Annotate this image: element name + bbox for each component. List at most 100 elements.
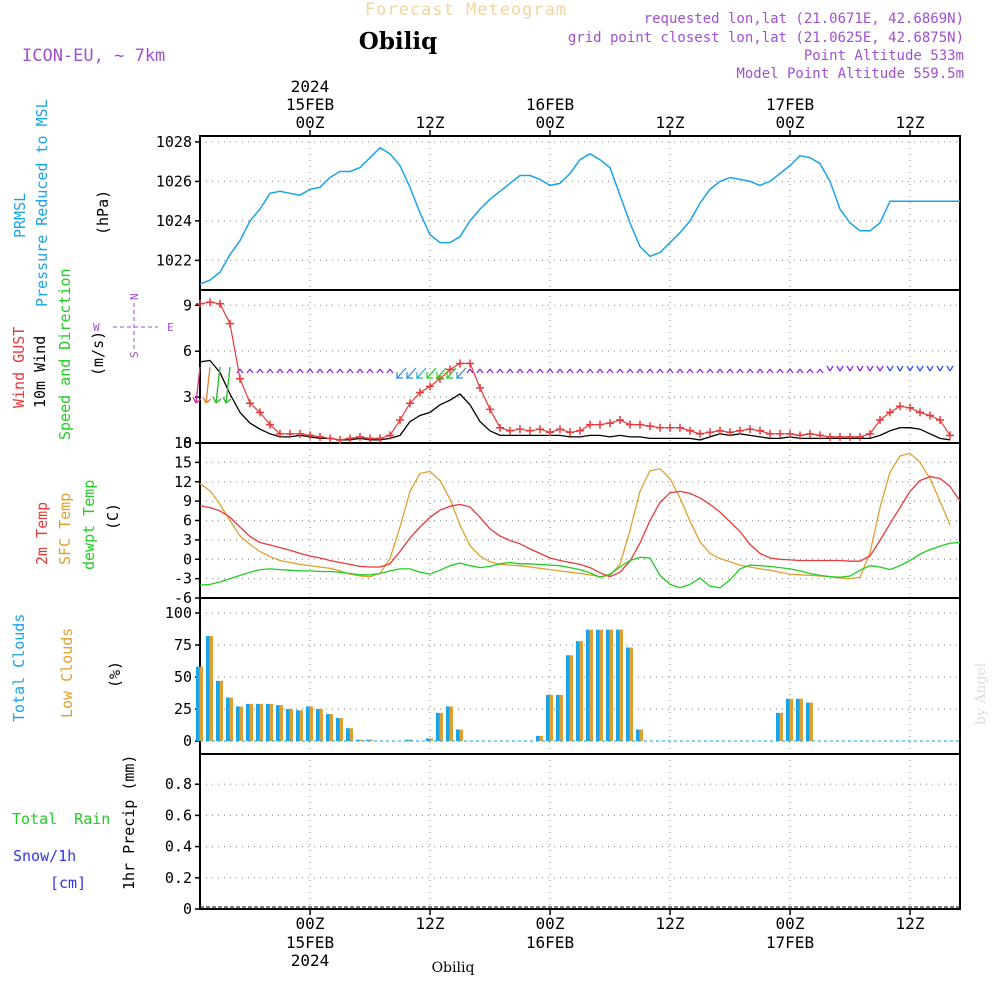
gust-marker xyxy=(876,416,884,425)
gust-marker xyxy=(916,408,924,417)
wind-arrow xyxy=(836,365,844,372)
total-cloud-bar xyxy=(366,739,370,741)
precip-unit: 1hr Precip (mm) xyxy=(120,755,138,890)
total-cloud-bar xyxy=(236,706,240,741)
total-cloud-bar xyxy=(226,697,230,741)
gust-marker xyxy=(816,431,824,440)
total-cloud-bar xyxy=(446,706,450,741)
gust-marker xyxy=(696,429,704,438)
gust-marker xyxy=(536,425,544,434)
clouds-unit: (%) xyxy=(106,661,124,688)
x-label-bottom: 00Z xyxy=(296,914,325,933)
gust-marker xyxy=(606,419,614,428)
wind-arrow xyxy=(506,368,514,374)
total-cloud-bar xyxy=(546,694,550,741)
x-date-top: 16FEB xyxy=(526,95,574,114)
compass-s: S xyxy=(128,351,141,358)
snow-label: Snow/1h xyxy=(13,847,76,865)
total-cloud-bar xyxy=(316,709,320,741)
y-tick-label: 0 xyxy=(183,732,192,750)
low-cloud-bar xyxy=(199,666,203,741)
grid-coords: grid point closest lon,lat (21.0625E, 42… xyxy=(568,30,964,46)
y-tick-label: 9 xyxy=(183,492,192,510)
dir-label: Speed and Direction xyxy=(56,268,74,440)
gust-marker xyxy=(766,429,774,438)
wind-arrow xyxy=(876,365,884,372)
wind-arrow xyxy=(456,367,467,380)
gust-marker xyxy=(676,423,684,432)
total-cloud-bar xyxy=(796,698,800,741)
gust-marker xyxy=(786,429,794,438)
low-cloud-bar xyxy=(579,641,583,741)
y-tick-label: 15 xyxy=(174,453,192,471)
low-cloud-bar xyxy=(239,706,243,741)
wind-arrow xyxy=(212,366,222,404)
total-cloud-bar xyxy=(266,703,270,741)
temp-unit: (C) xyxy=(104,503,122,530)
gust-marker xyxy=(476,383,484,392)
wind-arrow xyxy=(696,368,704,374)
wind-arrow xyxy=(676,368,684,374)
y-tick-label: 25 xyxy=(174,700,192,718)
gust-marker xyxy=(636,420,644,429)
total-cloud-bar xyxy=(636,729,640,741)
low-cloud-bar xyxy=(599,629,603,741)
x-label-bottom: 00Z xyxy=(536,914,565,933)
gust-marker xyxy=(416,388,424,397)
gust-marker xyxy=(936,416,944,425)
wind-arrow xyxy=(386,368,394,374)
wind-arrow xyxy=(776,368,784,374)
gust-marker xyxy=(286,429,294,438)
low-cloud-bar xyxy=(449,706,453,741)
gust-marker xyxy=(926,411,934,420)
wind-arrow xyxy=(656,368,664,374)
y-tick-label: 1028 xyxy=(156,133,192,151)
model-name: ICON-EU, ~ 7km xyxy=(22,46,165,66)
gust-marker xyxy=(486,405,494,414)
compass-rose: N S W E xyxy=(93,293,174,358)
gust-marker xyxy=(716,426,724,435)
y-tick-label: 18 xyxy=(174,434,192,452)
y-tick-label: 0 xyxy=(183,434,192,452)
low-cloud-bar xyxy=(209,636,213,741)
low-cloud-bar xyxy=(559,694,563,741)
low-cloud-bar xyxy=(299,710,303,741)
total-cloud-bar xyxy=(456,729,460,741)
t2m-line xyxy=(199,475,961,578)
total-cloud-bar xyxy=(596,629,600,741)
low-cloud-bar xyxy=(319,709,323,741)
wind-arrow xyxy=(416,367,427,380)
x-label-top: 12Z xyxy=(416,113,445,132)
gust-marker xyxy=(666,423,674,432)
total-clouds-label: Total Clouds xyxy=(10,614,28,722)
watermark: by Angel xyxy=(973,662,989,725)
wind-arrow xyxy=(326,368,334,374)
total-cloud-bar xyxy=(576,641,580,741)
low-cloud-bar xyxy=(809,702,813,741)
wind-arrow xyxy=(526,368,534,374)
y-tick-label: 0.4 xyxy=(165,838,192,856)
gust-marker xyxy=(306,431,314,440)
wind-arrow xyxy=(192,366,202,404)
gust-marker xyxy=(586,420,594,429)
y-tick-label: 0 xyxy=(183,550,192,568)
gust-marker xyxy=(236,374,244,383)
gust-marker xyxy=(506,426,514,435)
pressure-line xyxy=(199,146,960,285)
gust-marker xyxy=(796,431,804,440)
gust-marker xyxy=(846,432,854,441)
x-label-bottom: 00Z xyxy=(776,914,805,933)
total-cloud-bar xyxy=(776,712,780,741)
low-cloud-bar xyxy=(409,739,413,741)
gust-marker xyxy=(836,432,844,441)
gust-marker xyxy=(326,434,334,443)
wind-arrow xyxy=(556,368,564,374)
gust-marker xyxy=(686,426,694,435)
gust-marker xyxy=(746,425,754,434)
wind-arrow xyxy=(476,368,484,374)
gust-marker xyxy=(336,435,344,444)
total-cloud-bar xyxy=(216,680,220,741)
low-cloud-bar xyxy=(549,694,553,741)
y-tick-label: 50 xyxy=(174,668,192,686)
y-tick-label: -6 xyxy=(174,589,192,607)
